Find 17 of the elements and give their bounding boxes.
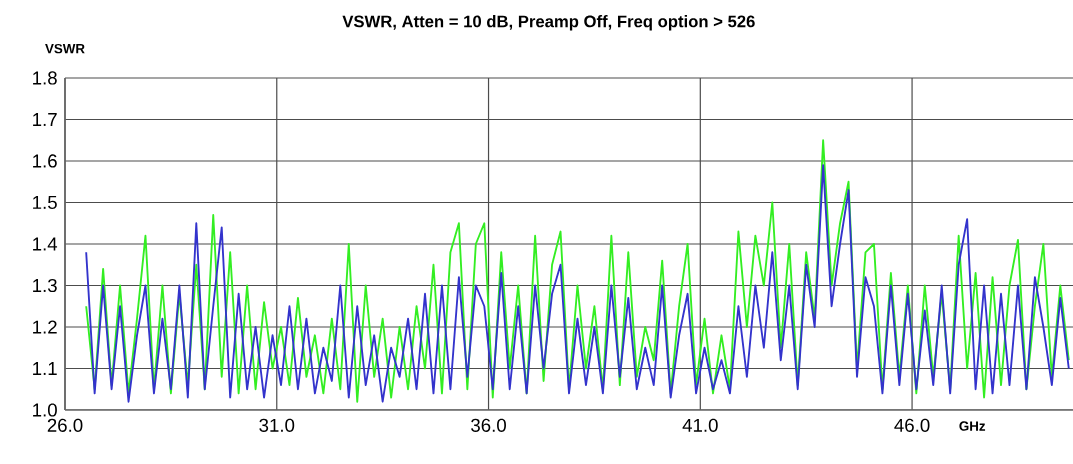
y-axis-title: VSWR (45, 43, 85, 54)
x-axis-title: GHz (959, 421, 986, 431)
x-tick-label: 46.0 (894, 418, 930, 432)
x-tick-label: 26.0 (47, 418, 83, 432)
y-tick-label: 1.1 (33, 362, 57, 375)
y-tick-label: 1.2 (33, 320, 57, 334)
y-tick-label: 1.8 (33, 71, 57, 85)
y-tick-label: 1.0 (33, 403, 57, 417)
y-tick-label: 1.7 (33, 113, 57, 126)
y-tick-label: 1.4 (33, 237, 58, 251)
x-tick-label: 36.0 (471, 418, 506, 432)
y-tick-label: 1.3 (33, 278, 57, 293)
y-tick-label: 1.5 (33, 195, 57, 210)
chart-title: VSWR, Atten = 10 dB, Preamp Off, Freq option > 526 (342, 15, 755, 31)
x-tick-label: 41.0 (682, 418, 718, 432)
x-tick-label: 31.0 (259, 418, 295, 432)
y-tick-label: 1.6 (33, 154, 57, 168)
